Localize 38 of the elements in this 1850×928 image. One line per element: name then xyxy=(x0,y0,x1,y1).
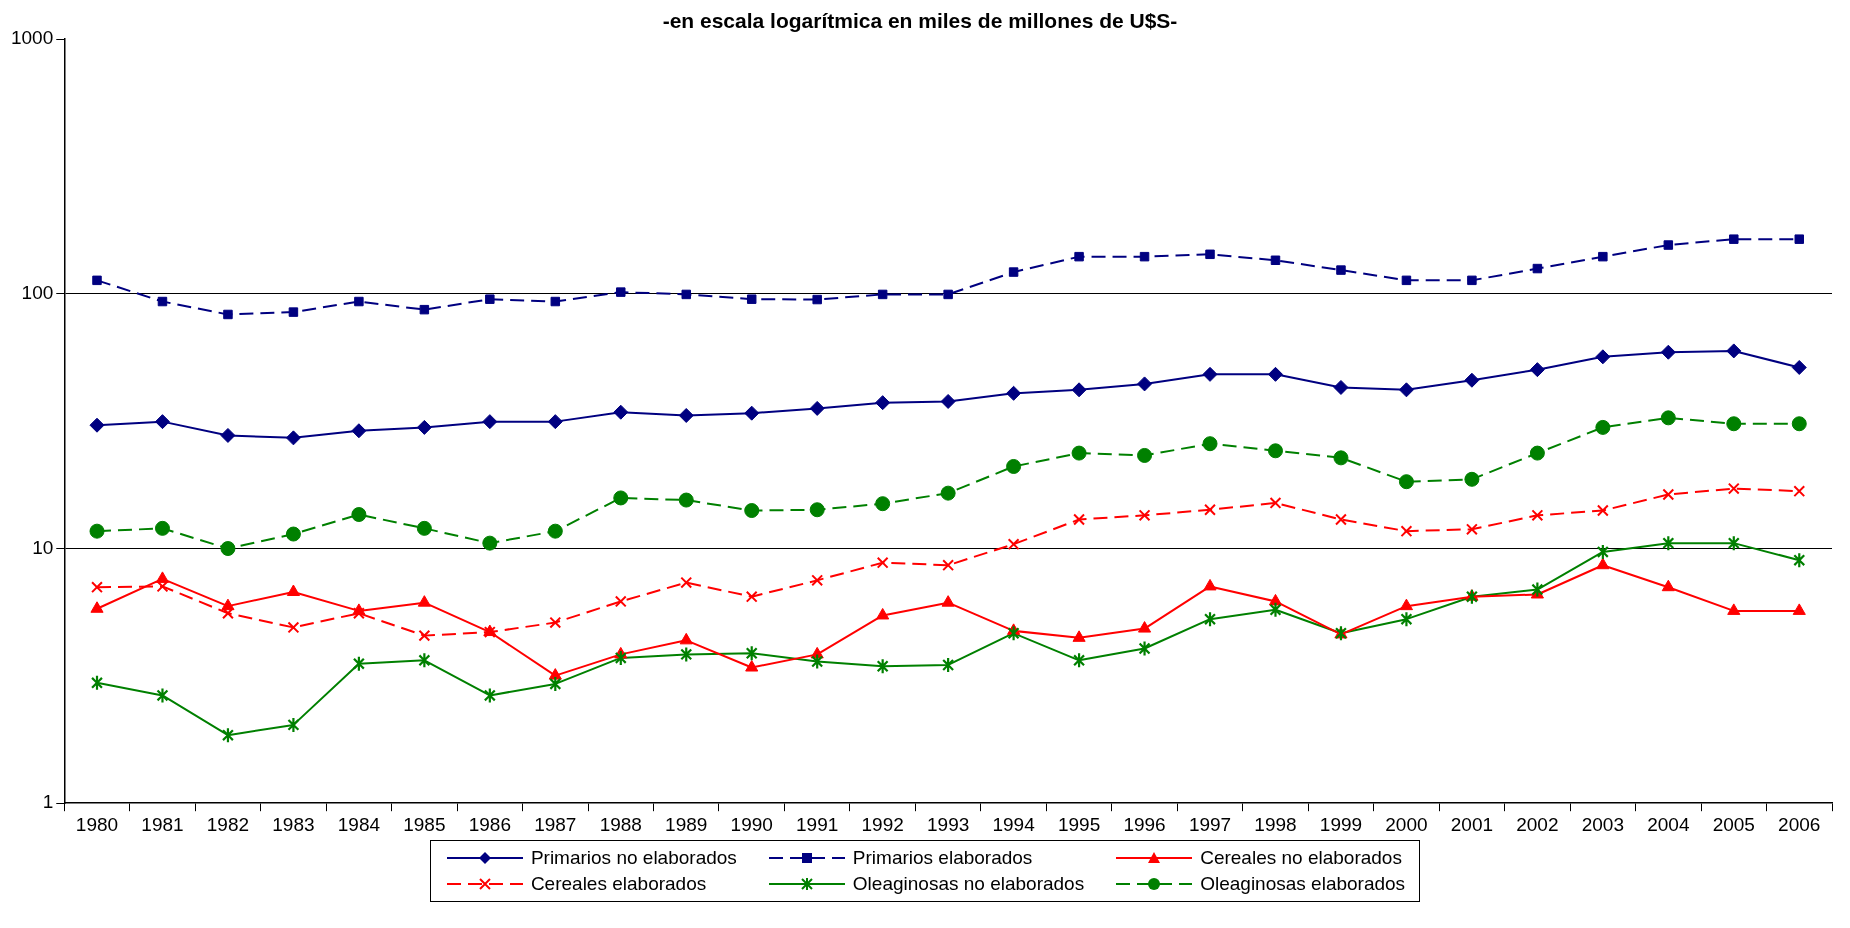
x-tick-label: 1991 xyxy=(796,813,839,835)
y-tick-label: 100 xyxy=(21,282,54,304)
x-tick-label: 1989 xyxy=(665,813,708,835)
x-tick-label: 2003 xyxy=(1581,813,1624,835)
y-tick-label: 1000 xyxy=(10,27,54,49)
y-tick-label: 10 xyxy=(32,536,54,558)
y-tick-label: 1 xyxy=(42,791,54,813)
x-tick-label: 1986 xyxy=(468,813,511,835)
x-tick-label: 1996 xyxy=(1123,813,1166,835)
x-tick-label: 2005 xyxy=(1712,813,1755,835)
x-tick-label: 1984 xyxy=(337,813,381,835)
x-tick-label: 1999 xyxy=(1319,813,1363,835)
legend-label: Primarios no elaborados xyxy=(530,847,737,869)
x-tick-label: 2000 xyxy=(1385,813,1428,835)
x-tick-label: 1995 xyxy=(1057,813,1101,835)
x-tick-label: 1981 xyxy=(141,813,184,835)
legend-label: Oleaginosas no elaborados xyxy=(852,873,1085,895)
x-tick-label: 2006 xyxy=(1778,813,1821,835)
x-tick-label: 2002 xyxy=(1516,813,1559,835)
x-tick-label: 1994 xyxy=(992,813,1036,835)
x-tick-label: 1980 xyxy=(75,813,119,835)
legend-label: Cereales no elaborados xyxy=(1200,847,1402,869)
x-tick-label: 1990 xyxy=(730,813,773,835)
x-tick-label: 1992 xyxy=(861,813,904,835)
x-tick-label: 1985 xyxy=(403,813,446,835)
legend-label: Primarios elaborados xyxy=(852,847,1033,869)
chart-title: -en escala logarítmica en miles de millones de U$S- xyxy=(662,9,1178,33)
x-tick-label: 1987 xyxy=(534,813,577,835)
x-tick-label: 1993 xyxy=(926,813,970,835)
x-tick-label: 1997 xyxy=(1188,813,1232,835)
x-tick-label: 1998 xyxy=(1254,813,1297,835)
legend-label: Cereales elaborados xyxy=(530,873,707,895)
x-tick-label: 1988 xyxy=(599,813,642,835)
x-tick-label: 2004 xyxy=(1647,813,1690,835)
x-tick-label: 2001 xyxy=(1450,813,1494,835)
x-tick-label: 1983 xyxy=(272,813,315,835)
x-tick-label: 1982 xyxy=(206,813,250,835)
legend-label: Oleaginosas elaborados xyxy=(1200,873,1406,895)
